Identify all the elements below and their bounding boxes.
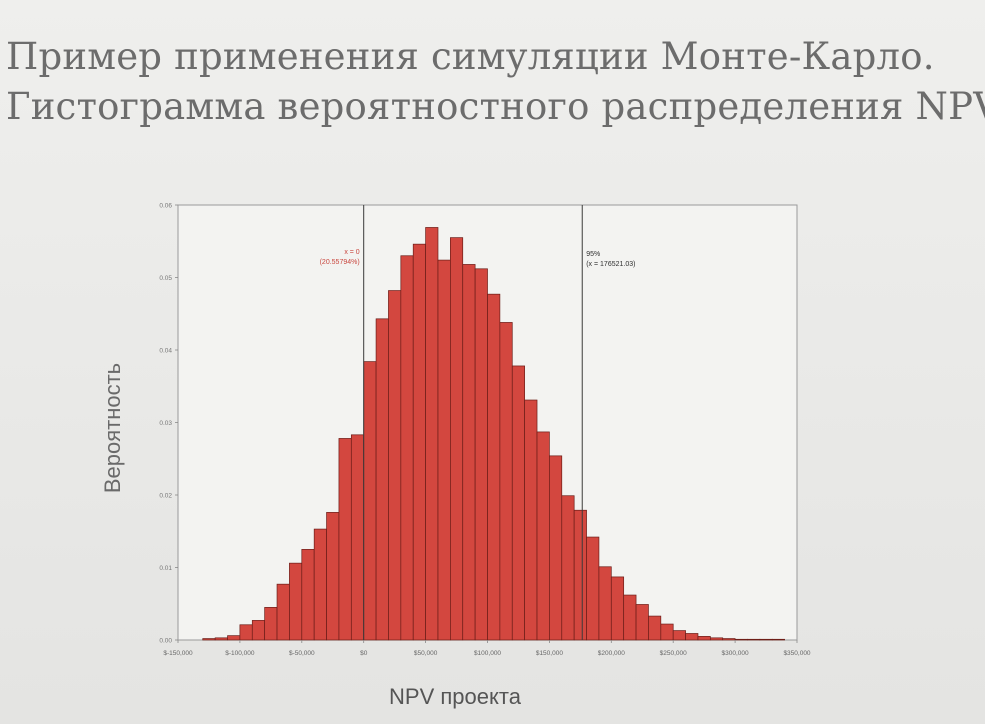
histogram-bar [487, 293, 501, 641]
histogram-bar [227, 635, 241, 641]
histogram-bar [660, 623, 674, 641]
histogram-bar [425, 227, 439, 641]
histogram-bar [573, 509, 587, 641]
slide-title-line-1: Пример применения симуляции Монте-Карло. [6, 35, 935, 78]
histogram-bar [276, 583, 290, 641]
histogram-bar [623, 594, 637, 641]
histogram-bar [301, 549, 315, 641]
histogram-bar [734, 638, 748, 641]
histogram-bar [635, 604, 649, 641]
x-tick-label: $-150,000 [163, 650, 193, 657]
histogram-bar [648, 615, 662, 641]
histogram-bar [375, 318, 389, 641]
histogram-bar [264, 607, 278, 641]
x-tick-label: $-100,000 [225, 650, 255, 657]
y-tick-label: 0.06 [159, 203, 172, 210]
histogram-bar [672, 630, 686, 641]
histogram-bar [747, 638, 761, 641]
histogram-bar [239, 624, 253, 641]
y-tick-label: 0.00 [159, 638, 172, 645]
histogram-bar [722, 638, 736, 641]
x-tick-label: $350,000 [783, 650, 810, 657]
y-tick-label: 0.04 [159, 348, 172, 355]
marker-label-line2: (20.55794%) [320, 259, 360, 266]
marker-label-line1: x = 0 [344, 249, 359, 256]
histogram-bar [202, 638, 216, 641]
histogram-bar [313, 528, 327, 641]
histogram-bar [412, 243, 426, 641]
x-tick-label: $250,000 [660, 650, 687, 657]
histogram-bar [450, 237, 464, 641]
histogram-bar [289, 562, 303, 641]
x-tick-label: $300,000 [722, 650, 749, 657]
histogram-bar [759, 638, 773, 641]
x-tick-label: $150,000 [536, 650, 563, 657]
y-tick-label: 0.03 [159, 420, 172, 427]
histogram-bar [350, 434, 365, 641]
histogram-bar [400, 255, 414, 641]
slide-title: Пример применения симуляции Монте-Карло.… [6, 32, 985, 132]
histogram-bar [462, 264, 476, 641]
y-axis-label: Вероятность [100, 362, 125, 494]
histogram-bar [598, 566, 612, 641]
x-tick-label: $100,000 [474, 650, 501, 657]
slide-title-line-2: Гистограмма вероятностного распределения… [6, 85, 985, 128]
marker-label-line1: 95% [586, 251, 600, 258]
x-tick-label: $200,000 [598, 650, 625, 657]
histogram-bar [214, 637, 228, 641]
histogram-bar [524, 399, 538, 641]
histogram-bar [549, 455, 563, 641]
histogram-bar [511, 365, 525, 641]
histogram-bar [771, 638, 785, 641]
x-tick-label: $-50,000 [289, 650, 315, 657]
histogram-bar [326, 512, 340, 641]
histogram-bar [561, 495, 575, 641]
y-tick-label: 0.02 [159, 493, 172, 500]
x-axis-label: NPV проекта [389, 684, 521, 709]
histogram-bar [363, 361, 377, 641]
histogram-bar [499, 322, 513, 641]
histogram-bar [697, 636, 711, 641]
histogram-bar [338, 438, 352, 641]
x-tick-label: $50,000 [414, 650, 438, 657]
y-tick-label: 0.05 [159, 275, 172, 282]
histogram-bar [437, 259, 451, 641]
histogram-bar [685, 633, 699, 641]
histogram-bar [709, 637, 724, 641]
histogram-bar [388, 290, 402, 641]
x-tick-label: $0 [360, 650, 368, 657]
histogram-bar [251, 620, 266, 641]
y-tick-label: 0.01 [159, 565, 172, 572]
histogram-bar [610, 576, 625, 641]
histogram-bar [474, 268, 488, 641]
marker-label-line2: (x = 176521.03) [586, 261, 635, 268]
histogram-bar [536, 431, 550, 641]
histogram-bar [586, 536, 600, 641]
